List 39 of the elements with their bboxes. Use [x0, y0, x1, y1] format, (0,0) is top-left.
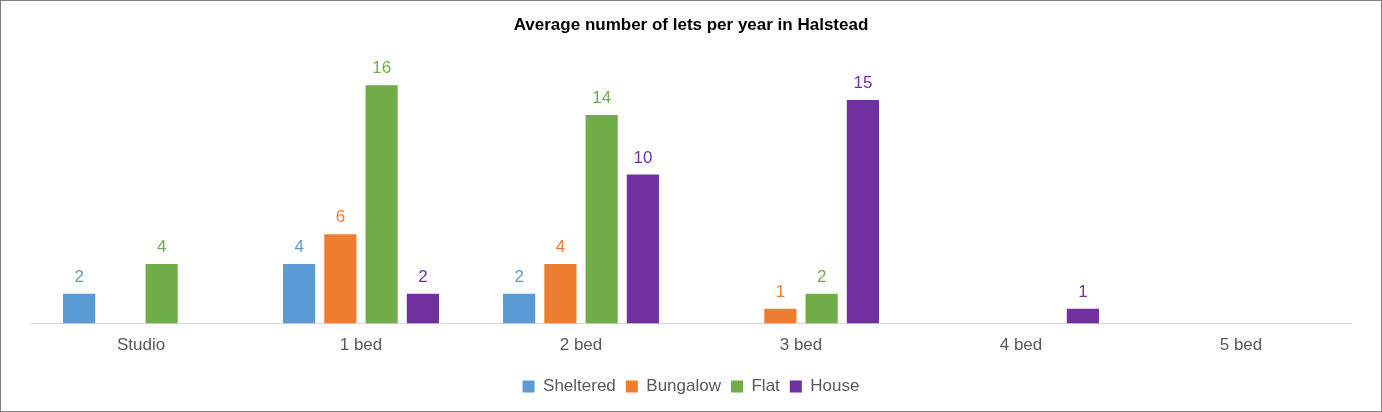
x-tick-label: 5 bed — [1219, 335, 1263, 355]
data-label: 14 — [592, 88, 612, 108]
data-label: 10 — [633, 147, 653, 167]
chart-title: Average number of lets per year in Halstead — [513, 14, 869, 34]
data-label: 4 — [156, 237, 167, 257]
bar — [283, 264, 316, 324]
bar — [63, 293, 96, 324]
bar — [805, 293, 838, 324]
data-label: 1 — [1078, 281, 1088, 301]
data-label: 6 — [335, 207, 346, 227]
x-tick-label: 1 bed — [339, 335, 383, 355]
data-label: 4 — [294, 237, 304, 257]
legend-label: House — [810, 376, 860, 396]
x-tick-label: 4 bed — [999, 335, 1043, 355]
bar — [324, 234, 357, 324]
x-tick-label: 3 bed — [779, 335, 823, 355]
data-label: 1 — [775, 281, 786, 301]
x-tick-label: 2 bed — [559, 335, 603, 355]
data-label: 4 — [555, 237, 566, 257]
bar — [503, 293, 536, 324]
legend-label: Bungalow — [646, 376, 722, 396]
data-label: 2 — [514, 266, 524, 286]
bar — [544, 264, 577, 324]
legend-label: Flat — [751, 376, 781, 396]
bar — [145, 264, 178, 324]
data-label: 2 — [816, 266, 827, 286]
data-label: 16 — [372, 58, 392, 78]
bar — [626, 174, 659, 324]
bar — [846, 100, 879, 324]
legend-label: Sheltered — [543, 376, 616, 396]
data-label: 2 — [418, 266, 428, 286]
bar — [365, 85, 398, 324]
data-label: 15 — [853, 73, 873, 93]
bar — [406, 293, 439, 324]
data-label: 2 — [74, 266, 84, 286]
bar — [585, 115, 618, 324]
bar — [764, 308, 797, 324]
bar — [1066, 308, 1099, 324]
x-tick-label: Studio — [116, 335, 166, 355]
